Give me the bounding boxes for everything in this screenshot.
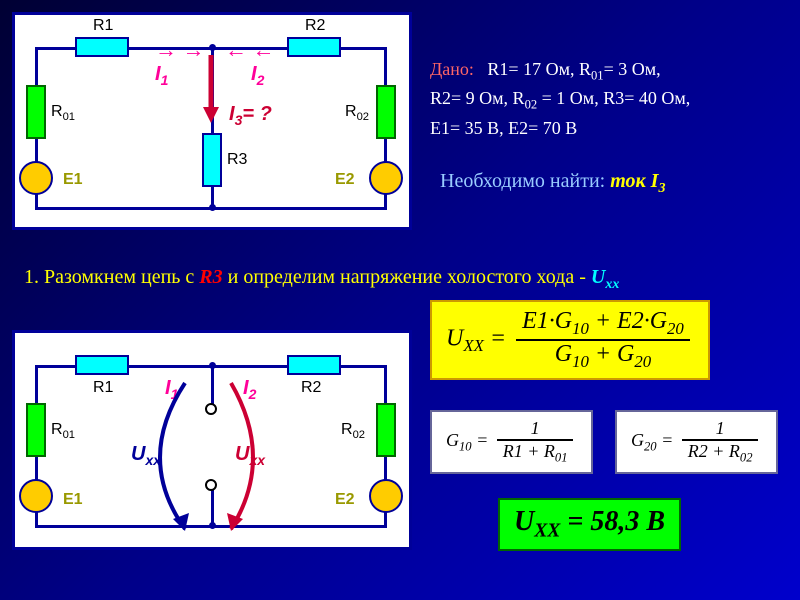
source-e1 [19, 161, 53, 195]
label-e2-b: E2 [335, 491, 355, 509]
formula-main: UXX = E1·G10 + E2·G20 G10 + G20 [430, 300, 710, 380]
source-e2 [369, 161, 403, 195]
label-r1: R1 [93, 17, 113, 35]
circuit-bottom: R1 R2 R01 R02 E1 E2 I1 I2 Uхх Uхх [12, 330, 412, 550]
label-r1-b: R1 [93, 379, 113, 397]
find-target: ток I3 [610, 170, 665, 192]
label-r01: R01 [51, 103, 75, 123]
formula-g10: G10 = 1 R1 + R01 [430, 410, 593, 474]
label-uxx-red: Uхх [235, 443, 265, 468]
formula-main-num: E1·G10 + E2·G20 [516, 308, 690, 341]
label-e1-b: E1 [63, 491, 83, 509]
circuit-top: R1 R2 R01 R02 R3 E1 E2 → → ← ← I1 I2 I3=… [12, 12, 412, 230]
resistor-r2 [287, 355, 341, 375]
label-r02: R02 [345, 103, 369, 123]
label-i2: I2 [251, 63, 264, 88]
step1-r3: R3 [199, 266, 222, 288]
given-line1: R1= 17 Ом, R01= 3 Ом, [487, 59, 660, 79]
label-r01-b: R01 [51, 421, 75, 441]
resistor-r1 [75, 355, 129, 375]
resistor-r01 [26, 403, 46, 457]
given-label: Дано: [430, 59, 474, 79]
resistor-r2 [287, 37, 341, 57]
label-r2: R2 [305, 17, 325, 35]
given-line3: E1= 35 В, E2= 70 В [430, 118, 577, 138]
resistor-r01 [26, 85, 46, 139]
g10-num: 1 [497, 418, 574, 441]
step1-mid: и определим напряжение холостого хода - [228, 266, 591, 288]
label-i1: I1 [155, 63, 168, 88]
resistor-r1 [75, 37, 129, 57]
formula-result: UXX = 58,3 В [498, 498, 681, 551]
resistor-r02 [376, 85, 396, 139]
arrow-i1: → → [155, 37, 205, 63]
wire [211, 365, 214, 405]
formula-main-den: G10 + G20 [516, 341, 690, 372]
node [209, 44, 216, 51]
label-uxx-blue: Uхх [131, 443, 161, 468]
formula-g20: G20 = 1 R2 + R02 [615, 410, 778, 474]
source-e1 [19, 479, 53, 513]
step1-prefix: 1. Разомкнем цепь с [24, 266, 199, 288]
label-r02-b: R02 [341, 421, 365, 441]
label-e1: E1 [63, 171, 83, 189]
g10-den: R1 + R01 [497, 441, 574, 466]
source-e2 [369, 479, 403, 513]
result-val: 58,3 В [590, 506, 665, 537]
resistor-r02 [376, 403, 396, 457]
label-i3q: I3= ? [229, 103, 272, 128]
arrow-i2: ← ← [225, 37, 275, 63]
given-block: Дано: R1= 17 Ом, R01= 3 Ом, R2= 9 Ом, R0… [430, 56, 790, 142]
step1-text: 1. Разомкнем цепь с R3 и определим напря… [24, 266, 784, 293]
node [209, 362, 216, 369]
node [209, 204, 216, 211]
arrow-i3 [199, 55, 223, 125]
label-e2: E2 [335, 171, 355, 189]
find-block: Необходимо найти: ток I3 [440, 170, 665, 197]
label-r2-b: R2 [301, 379, 321, 397]
resistor-r3 [202, 133, 222, 187]
given-line2: R2= 9 Ом, R02 = 1 Ом, R3= 40 Ом, [430, 88, 690, 108]
find-prefix: Необходимо найти: [440, 170, 605, 192]
step1-uxx: Uхх [591, 266, 619, 288]
label-r3: R3 [227, 151, 247, 169]
g20-den: R2 + R02 [682, 441, 759, 466]
g20-num: 1 [682, 418, 759, 441]
